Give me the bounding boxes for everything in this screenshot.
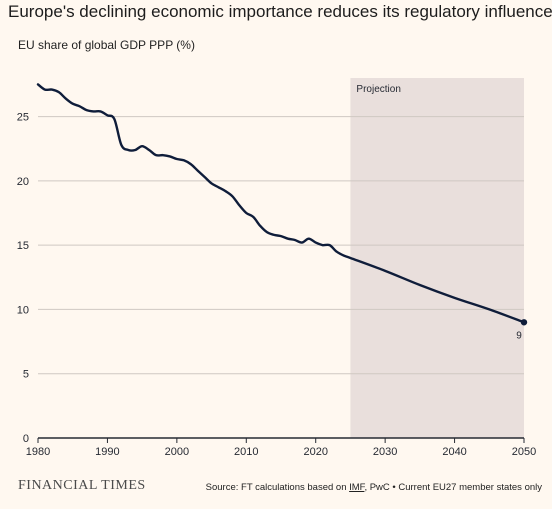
publisher-logo: FINANCIAL TIMES [18,478,146,493]
source-link-imf[interactable]: IMF [349,482,365,493]
y-tick-label: 5 [23,369,29,381]
x-tick-label: 2020 [303,446,327,458]
y-tick-label: 10 [17,304,29,316]
x-tick-label: 1990 [95,446,119,458]
end-point-marker [520,319,528,326]
y-tick-label: 25 [17,112,29,124]
y-tick-label: 15 [17,240,29,252]
end-point-label: 9 [516,330,522,341]
x-tick-label: 1980 [26,446,50,458]
x-tick-label: 2040 [442,446,466,458]
x-tick-label: 2030 [373,446,397,458]
source-suffix: , PwC • Current EU27 member states only [364,482,542,493]
x-tick-label: 2000 [165,446,189,458]
y-tick-label: 0 [23,433,29,445]
source-prefix: Source: FT calculations based on [205,482,350,493]
x-tick-label: 2050 [512,446,536,458]
y-tick-label: 20 [17,176,29,188]
source-note: Source: FT calculations based on IMF, Pw… [206,482,542,493]
projection-region [350,78,524,438]
x-tick-label: 2010 [234,446,258,458]
eu-gdp-share-line [36,83,526,324]
projection-label: Projection [356,84,400,95]
y-axis-title: EU share of global GDP PPP (%) [18,38,195,52]
chart-title: Europe's declining economic importance r… [8,2,552,21]
